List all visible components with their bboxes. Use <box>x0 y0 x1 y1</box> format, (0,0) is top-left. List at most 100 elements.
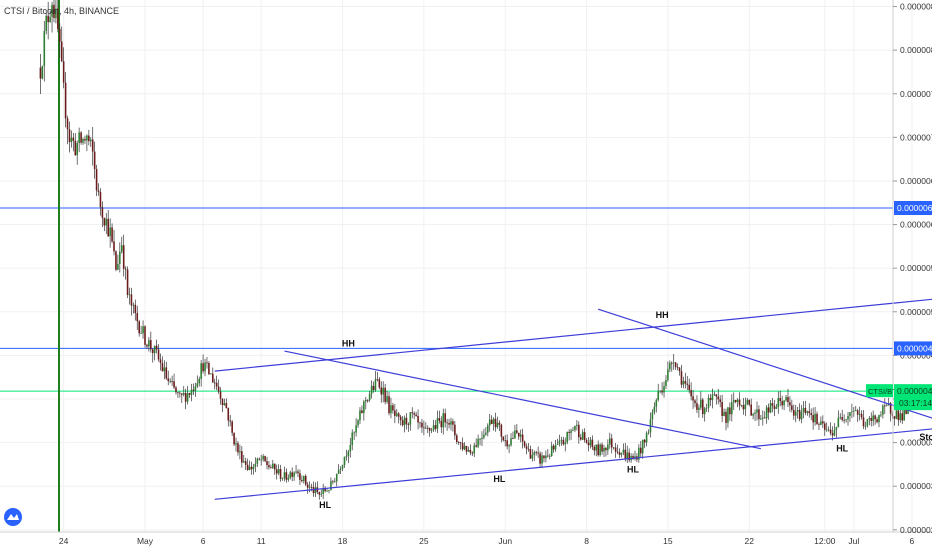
candle-body <box>378 379 381 388</box>
candle-body <box>171 380 173 382</box>
candle-body <box>531 455 534 459</box>
candle-body <box>614 447 617 452</box>
candle <box>235 437 237 452</box>
candle <box>731 394 733 422</box>
candle-body <box>818 424 820 426</box>
candle <box>601 442 603 455</box>
candle <box>545 450 547 463</box>
candle-body <box>603 447 605 452</box>
candle <box>554 439 557 452</box>
candle <box>616 444 619 455</box>
candle <box>661 382 663 396</box>
candle-body <box>769 403 772 413</box>
candle-body <box>878 415 880 423</box>
candle <box>95 164 98 197</box>
candle <box>901 409 904 424</box>
candle-body <box>688 384 691 391</box>
candle-body <box>512 438 514 439</box>
candle <box>262 453 264 462</box>
candle-body <box>229 420 232 422</box>
candle-body <box>366 400 369 401</box>
trend-line-triangle-descending <box>284 350 761 450</box>
candle <box>208 361 210 375</box>
candle <box>359 407 361 425</box>
candle-body <box>173 381 175 388</box>
candle <box>452 418 454 432</box>
candle-body <box>827 429 830 431</box>
candle-body <box>74 140 77 156</box>
candle-body <box>260 459 262 461</box>
candle-body <box>870 418 873 421</box>
candle <box>132 302 135 314</box>
candle-body <box>206 362 208 364</box>
candle <box>388 392 390 416</box>
candle-body <box>359 410 361 421</box>
candle <box>473 442 476 458</box>
candle <box>128 287 131 305</box>
candle-body <box>874 415 876 420</box>
candle-body <box>667 369 669 381</box>
candle-body <box>758 409 760 420</box>
candle-body <box>740 405 743 406</box>
candle-body <box>589 439 592 446</box>
candle <box>343 456 346 468</box>
candle-body <box>593 447 596 451</box>
tradingview-logo[interactable] <box>4 508 22 526</box>
candle-body <box>268 465 270 468</box>
candle <box>175 385 177 395</box>
candle <box>872 410 874 427</box>
candle-body <box>53 4 55 19</box>
candle-body <box>703 408 706 415</box>
candle <box>862 409 865 430</box>
candle <box>791 399 793 413</box>
candle-body <box>192 389 195 391</box>
candle-body <box>386 396 388 402</box>
candle <box>583 428 586 443</box>
candle-body <box>411 412 414 414</box>
candle-body <box>829 429 832 434</box>
candle-body <box>80 132 82 143</box>
candle-body <box>244 461 247 465</box>
candle <box>351 429 354 451</box>
candle-body <box>552 445 555 450</box>
candle-body <box>601 444 603 452</box>
candle <box>568 429 570 441</box>
candle <box>430 427 433 434</box>
candle-body <box>45 15 48 31</box>
candle <box>597 440 599 457</box>
candle <box>165 361 168 380</box>
candle-body <box>204 362 206 372</box>
candle-body <box>113 241 115 252</box>
candle <box>500 423 503 443</box>
candle-body <box>775 407 778 409</box>
candle <box>591 435 594 451</box>
x-tick-label: 6 <box>910 536 915 546</box>
candle <box>595 444 598 457</box>
candle <box>361 405 363 414</box>
candle <box>93 141 96 179</box>
candle-body <box>109 227 111 237</box>
candle <box>717 388 720 405</box>
candle-body <box>177 392 179 394</box>
candle <box>211 367 214 383</box>
candle <box>609 432 611 449</box>
candle-body <box>548 455 551 457</box>
candle-body <box>233 432 235 445</box>
candle-body <box>744 404 747 410</box>
candle-body <box>179 392 181 394</box>
candle <box>854 405 857 412</box>
candle-body <box>496 422 499 428</box>
candle-body <box>773 405 776 409</box>
candle <box>407 422 410 432</box>
candle-body <box>169 380 171 382</box>
candle-body <box>231 421 233 433</box>
x-tick-label: 6 <box>201 536 206 546</box>
candle <box>765 405 768 424</box>
candle-body <box>343 456 346 466</box>
price-axis[interactable]: 0.00000850 0.00000800 0.00000750 0.00000700… <box>866 2 932 535</box>
candle <box>72 133 75 152</box>
candle-body <box>237 443 239 453</box>
